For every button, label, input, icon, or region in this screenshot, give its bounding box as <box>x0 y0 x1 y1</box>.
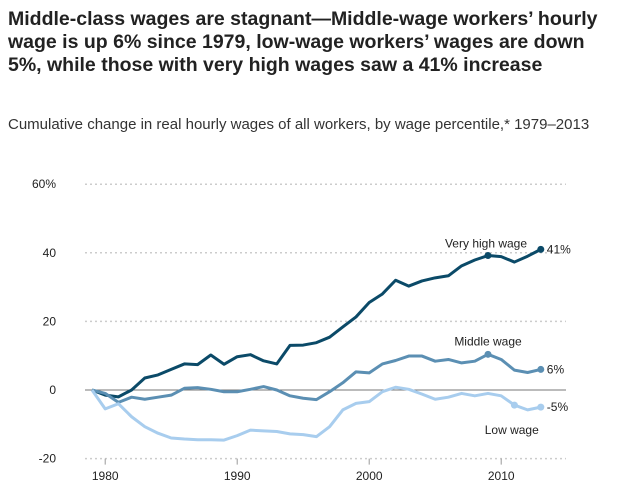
x-tick-label: 2010 <box>488 469 515 483</box>
data-point-marker <box>537 245 545 253</box>
end-value-label: -5% <box>547 400 569 414</box>
series-line-1 <box>91 352 542 404</box>
end-value-label: 6% <box>547 362 565 376</box>
y-tick-label: 20 <box>43 314 57 328</box>
data-point-marker <box>484 350 492 358</box>
end-value-label: 41% <box>547 242 571 256</box>
series-label: Very high wage <box>445 237 527 251</box>
data-point-marker <box>510 401 518 409</box>
chart-title: Middle-class wages are stagnant—Middle-w… <box>8 8 598 76</box>
series-line-0 <box>91 248 542 399</box>
y-tick-label: 60% <box>32 177 56 191</box>
chart-subtitle: Cumulative change in real hourly wages o… <box>8 116 590 133</box>
series-label: Low wage <box>485 423 539 437</box>
y-tick-label: 40 <box>43 246 57 260</box>
series-line-2 <box>90 385 542 442</box>
y-tick-label: -20 <box>39 452 57 466</box>
series-label: Middle wage <box>454 334 522 348</box>
y-tick-label: 0 <box>49 383 56 397</box>
data-point-marker <box>484 252 492 260</box>
x-tick-label: 2000 <box>356 469 383 483</box>
data-point-marker <box>537 403 545 411</box>
x-tick-label: 1980 <box>92 469 119 483</box>
x-tick-label: 1990 <box>224 469 251 483</box>
data-point-marker <box>537 365 545 373</box>
